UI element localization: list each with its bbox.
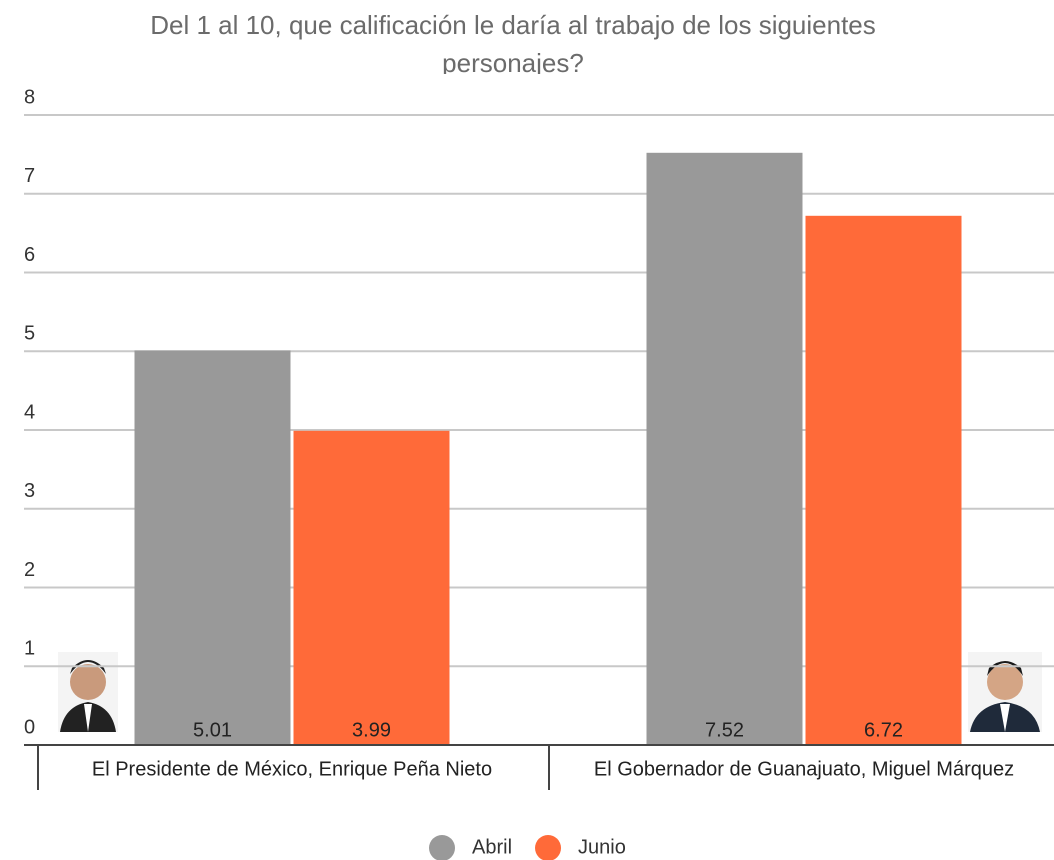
x-tick-label: El Presidente de México, Enrique Peña Ni…	[92, 758, 492, 780]
value-label: 6.72	[864, 719, 903, 741]
y-tick-label: 2	[24, 559, 35, 581]
portrait	[968, 652, 1042, 732]
portrait	[58, 652, 118, 732]
legend-label: Abril	[472, 836, 512, 858]
y-tick-label: 6	[24, 244, 35, 266]
chart: 0 1 2 3 4 5 6 7 8 5.01 3.99 El Presidente de México…	[0, 0, 1054, 860]
bar	[647, 153, 803, 745]
bar	[135, 350, 291, 745]
x-tick-label: El Gobernador de Guanajuato, Miguel Márq…	[594, 758, 1014, 780]
legend-swatch	[429, 835, 455, 860]
value-label: 3.99	[352, 719, 391, 741]
y-tick-label: 5	[24, 323, 35, 345]
y-tick-label: 7	[24, 165, 35, 187]
legend-label: Junio	[578, 836, 626, 858]
y-tick-label: 8	[24, 86, 35, 108]
y-tick-label: 1	[24, 638, 35, 660]
value-label: 7.52	[705, 719, 744, 741]
y-tick-label: 0	[24, 716, 35, 738]
y-tick-label: 4	[24, 401, 35, 423]
page: {"chart_data": {"type": "bar", "title": …	[0, 0, 1054, 860]
bar	[294, 431, 450, 745]
y-tick-label: 3	[24, 480, 35, 502]
bar	[806, 216, 962, 745]
value-label: 5.01	[193, 719, 232, 741]
legend-swatch	[535, 835, 561, 860]
